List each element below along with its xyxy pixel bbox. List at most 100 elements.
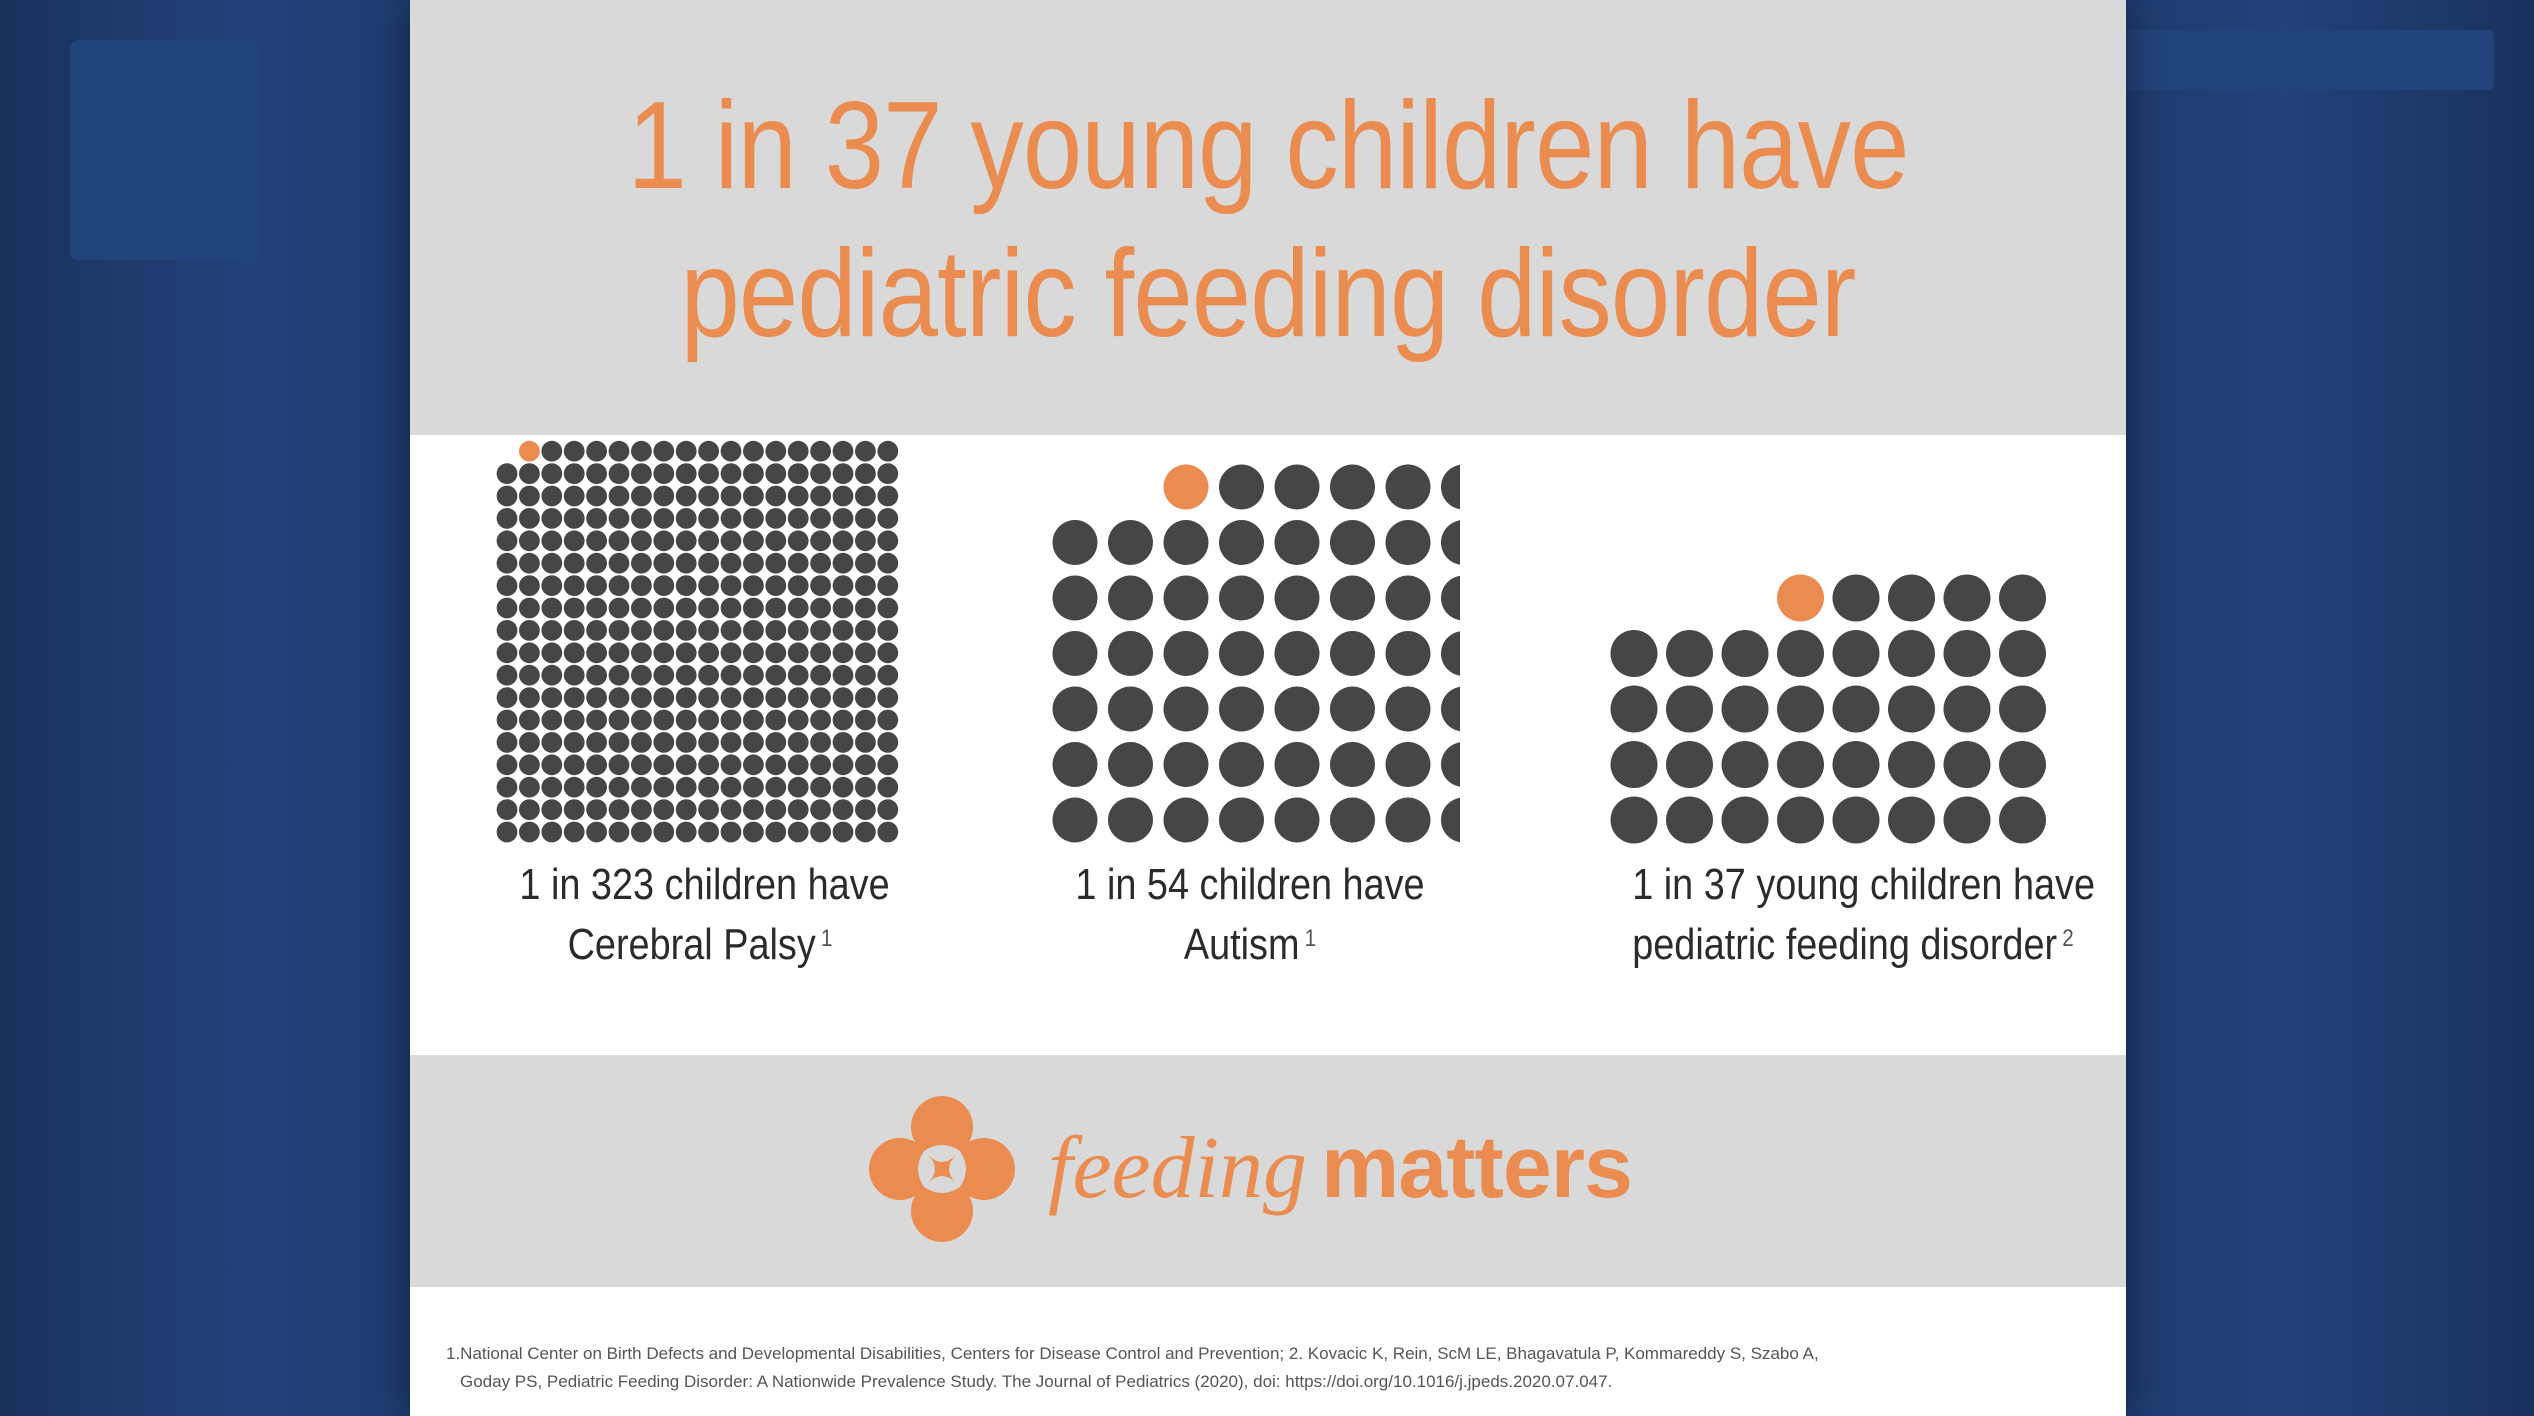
dot <box>720 709 742 731</box>
dot <box>586 508 607 529</box>
dot <box>631 709 652 731</box>
dot <box>855 642 876 664</box>
dot <box>1108 742 1153 787</box>
dot <box>586 597 607 619</box>
dot <box>720 799 742 820</box>
dot <box>1666 796 1713 844</box>
stat-caption-text: pediatric feeding disorder <box>1632 920 2058 969</box>
dot <box>832 530 854 552</box>
dot <box>653 485 675 507</box>
dot <box>720 463 742 484</box>
dot <box>653 552 675 574</box>
dot <box>810 575 831 596</box>
dot <box>1777 741 1824 788</box>
dot <box>1832 796 1880 844</box>
dot <box>810 440 831 462</box>
dot <box>1052 686 1098 732</box>
dot <box>810 732 831 753</box>
stat-autism: 1 in 54 children have Autism 1 <box>1040 435 1460 1055</box>
dot <box>698 530 719 552</box>
dot <box>698 732 719 753</box>
dot <box>832 552 854 574</box>
dot <box>787 799 809 820</box>
dot <box>832 620 854 641</box>
dot <box>1330 520 1375 565</box>
dot <box>787 530 809 552</box>
footnote: 1.National Center on Birth Defects and D… <box>446 1340 2096 1396</box>
footnote-line: 1.National Center on Birth Defects and D… <box>446 1344 1819 1363</box>
dot <box>1888 685 1935 733</box>
infographic-card: 1 in 37 young children have pediatric fe… <box>410 0 2126 1416</box>
dot <box>608 821 630 843</box>
dot <box>653 687 675 708</box>
dot <box>1330 686 1375 732</box>
dot <box>810 754 831 776</box>
dot <box>720 776 742 798</box>
dot <box>631 508 652 529</box>
dot <box>519 776 540 798</box>
dot <box>765 552 787 574</box>
dot <box>1385 520 1431 565</box>
dot <box>519 530 540 552</box>
dot <box>698 821 719 843</box>
dot <box>832 642 854 664</box>
stat-caption: 1 in 54 children have Autism 1 <box>1069 855 1430 975</box>
dot <box>1441 575 1460 621</box>
dot <box>1610 741 1658 788</box>
dot <box>877 754 899 776</box>
dot <box>653 530 675 552</box>
dot <box>877 597 899 619</box>
dot <box>563 776 585 798</box>
footnote-ref: 1 <box>820 925 833 952</box>
dot <box>541 485 563 507</box>
dot <box>496 530 518 552</box>
dot <box>1330 575 1375 621</box>
dot <box>541 530 563 552</box>
dot <box>1721 685 1769 733</box>
stat-caption-text: Autism <box>1183 920 1300 969</box>
dot <box>1163 575 1209 621</box>
dot <box>608 597 630 619</box>
dot <box>631 799 652 820</box>
dot <box>631 821 652 843</box>
dot <box>743 664 764 686</box>
dot <box>675 799 697 820</box>
dot <box>1888 741 1935 788</box>
dot <box>698 597 719 619</box>
dot-grid-pediatric-feeding-disorder <box>1610 574 2046 844</box>
dot <box>832 485 854 507</box>
dot <box>519 620 540 641</box>
dot <box>1330 797 1375 843</box>
dot <box>653 575 675 596</box>
dot <box>1219 631 1264 676</box>
dot <box>586 463 607 484</box>
dot <box>608 485 630 507</box>
dot <box>608 687 630 708</box>
dot <box>1441 686 1460 732</box>
dot <box>1052 520 1098 565</box>
dot <box>1721 741 1769 788</box>
dot <box>563 799 585 820</box>
dot <box>720 821 742 843</box>
stats-section: 1 in 323 children have Cerebral Palsy 1 1… <box>410 435 2126 1055</box>
dot <box>586 687 607 708</box>
footnote-ref: 1 <box>1304 925 1317 952</box>
dot <box>720 508 742 529</box>
dot <box>675 530 697 552</box>
dot <box>720 485 742 507</box>
dot <box>1385 742 1431 787</box>
dot <box>1108 686 1153 732</box>
dot <box>541 463 563 484</box>
dot <box>608 440 630 462</box>
dot <box>1274 520 1320 565</box>
dot <box>720 664 742 686</box>
dot <box>653 664 675 686</box>
dot <box>765 709 787 731</box>
dot <box>832 732 854 753</box>
dot <box>675 754 697 776</box>
dot <box>810 709 831 731</box>
dot <box>810 463 831 484</box>
dot <box>743 575 764 596</box>
dot <box>519 664 540 686</box>
dot <box>855 799 876 820</box>
